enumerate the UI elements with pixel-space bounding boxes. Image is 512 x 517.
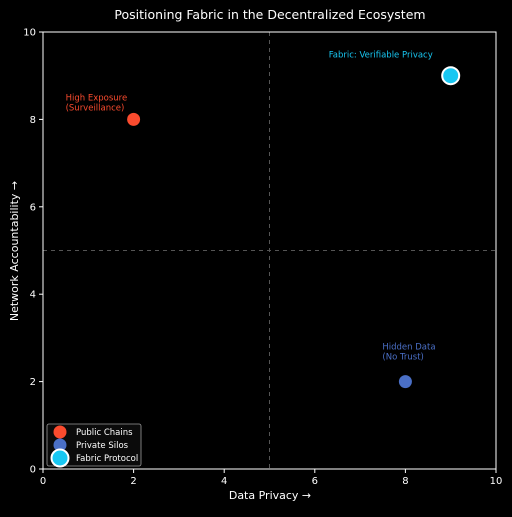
- plot-frame: [42, 31, 497, 470]
- legend-marker: [50, 448, 70, 468]
- legend-marker: [53, 438, 67, 452]
- x-tick-label: 0: [40, 476, 46, 487]
- legend: Public Chains Private Silos Fabric Protoco…: [46, 423, 142, 468]
- annotation-line: (No Trust): [382, 353, 423, 363]
- data-point-public-chains: [127, 112, 141, 126]
- y-axis-label: Network Accountability →: [8, 181, 21, 321]
- plot-border: [42, 31, 497, 470]
- data-points: [127, 66, 461, 389]
- y-tick-label: 0: [30, 465, 36, 476]
- x-axis-label: Data Privacy →: [229, 489, 311, 502]
- x-tick-label: 8: [402, 476, 408, 487]
- legend-label: Public Chains: [76, 428, 133, 438]
- y-axis-ticks: 0 2 4 6 8 10: [23, 28, 43, 476]
- legend-label: Fabric Protocol: [76, 454, 138, 464]
- x-tick-label: 6: [312, 476, 318, 487]
- y-tick-label: 4: [30, 290, 36, 301]
- y-tick-label: 10: [23, 28, 36, 39]
- y-tick-label: 8: [30, 115, 36, 126]
- annotation-label: Hidden Data (No Trust): [382, 343, 435, 363]
- x-axis-ticks: 0 2 4 6 8 10: [40, 469, 503, 487]
- point-annotations: High Exposure (Surveillance) Hidden Data (N…: [66, 51, 436, 363]
- annotation-line: High Exposure: [66, 93, 128, 103]
- annotation-label: Fabric: Verifiable Privacy: [329, 51, 433, 61]
- legend-box: [46, 423, 142, 467]
- data-point-fabric-protocol: [441, 66, 461, 86]
- quadrant-lines: [43, 32, 496, 469]
- y-tick-label: 2: [30, 377, 36, 388]
- annotation-line: Hidden Data: [382, 343, 435, 353]
- annotation-line: (Surveillance): [66, 103, 125, 113]
- annotation-line: Fabric: Verifiable Privacy: [329, 51, 433, 61]
- x-tick-label: 2: [130, 476, 136, 487]
- x-tick-label: 4: [221, 476, 227, 487]
- legend-label: Private Silos: [76, 441, 129, 451]
- x-tick-label: 10: [490, 476, 503, 487]
- y-tick-label: 6: [30, 202, 36, 213]
- annotation-label: High Exposure (Surveillance): [66, 93, 128, 113]
- legend-marker: [53, 425, 67, 439]
- chart-title: Positioning Fabric in the Decentralized …: [114, 7, 425, 22]
- data-point-private-silos: [398, 375, 412, 389]
